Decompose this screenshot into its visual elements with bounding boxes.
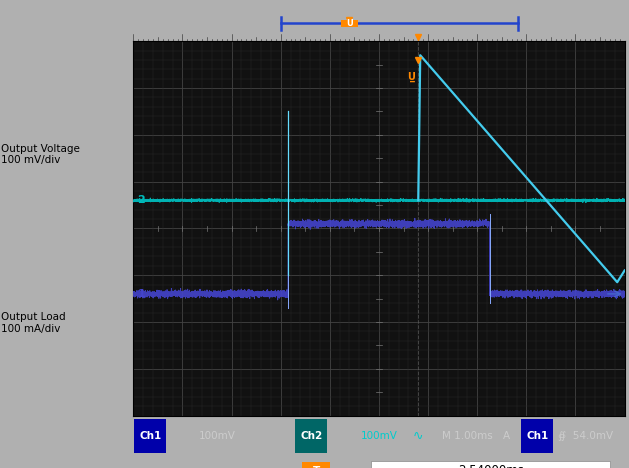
Text: A: A — [503, 431, 510, 441]
FancyBboxPatch shape — [302, 462, 330, 468]
Text: 1: 1 — [137, 289, 145, 299]
Text: ∯  54.0mV: ∯ 54.0mV — [558, 431, 613, 441]
Text: Ch2: Ch2 — [300, 431, 322, 441]
FancyBboxPatch shape — [135, 419, 166, 453]
Text: 2.54000ms: 2.54000ms — [458, 464, 523, 468]
Text: →▾: →▾ — [342, 466, 357, 468]
Text: 2: 2 — [137, 195, 145, 205]
Text: U: U — [346, 19, 353, 28]
Text: ∿: ∿ — [413, 430, 423, 443]
Text: Output Load
100 mA/div: Output Load 100 mA/div — [1, 312, 66, 334]
FancyBboxPatch shape — [521, 419, 554, 453]
FancyBboxPatch shape — [371, 461, 610, 468]
Text: 100mV: 100mV — [198, 431, 235, 441]
Text: T: T — [313, 466, 320, 468]
Text: Output Voltage
100 mV/div: Output Voltage 100 mV/div — [1, 144, 80, 165]
FancyBboxPatch shape — [296, 419, 327, 453]
Text: 100mV: 100mV — [360, 431, 398, 441]
Text: Ch1: Ch1 — [140, 431, 162, 441]
Text: U̲: U̲ — [407, 72, 415, 82]
FancyBboxPatch shape — [341, 20, 359, 27]
Text: M 1.00ms: M 1.00ms — [442, 431, 493, 441]
Text: Ch1: Ch1 — [526, 431, 548, 441]
